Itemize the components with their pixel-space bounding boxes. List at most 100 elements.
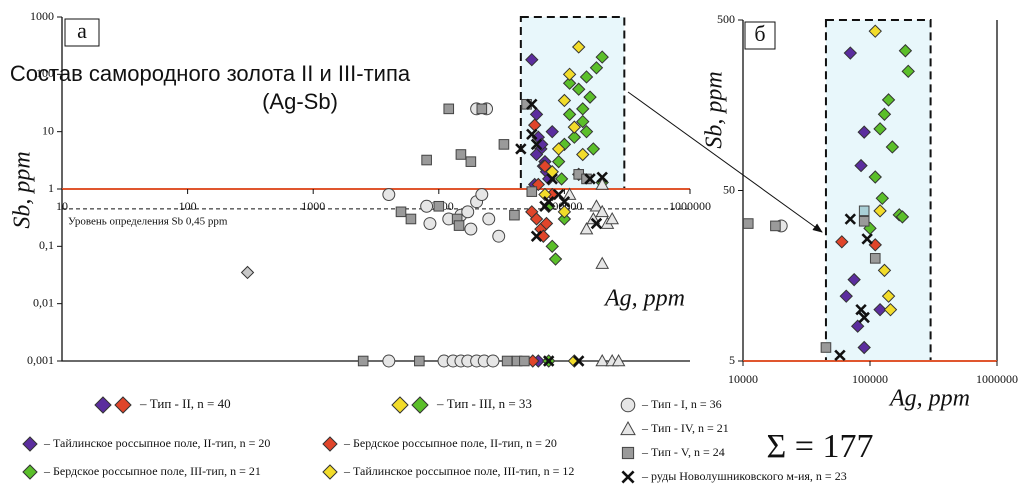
point bbox=[557, 93, 572, 108]
point bbox=[391, 396, 409, 414]
point bbox=[589, 199, 604, 212]
point bbox=[492, 229, 506, 243]
point bbox=[847, 272, 861, 287]
panel-box bbox=[744, 21, 776, 50]
point bbox=[464, 222, 478, 236]
point bbox=[567, 130, 582, 144]
chart-subtitle: (Ag-Sb) bbox=[262, 89, 338, 114]
y-axis-label: Sb, ppm bbox=[702, 71, 728, 148]
point bbox=[526, 186, 538, 197]
point bbox=[595, 204, 610, 218]
legend-label: – Бердское россыпное поле, III-тип, n = … bbox=[43, 464, 261, 478]
point bbox=[898, 44, 913, 58]
point bbox=[509, 209, 520, 221]
y-axis-label: Sb, ppm bbox=[10, 151, 36, 228]
point bbox=[322, 436, 338, 452]
point bbox=[583, 90, 597, 104]
chart-title: Состав самородного золота II и III-типа bbox=[10, 61, 411, 86]
point bbox=[877, 107, 892, 121]
point bbox=[461, 205, 475, 219]
point bbox=[545, 239, 559, 254]
highlight-box bbox=[824, 19, 932, 362]
point bbox=[611, 353, 626, 367]
point bbox=[465, 156, 477, 167]
point bbox=[455, 149, 467, 160]
point bbox=[420, 199, 434, 213]
point bbox=[526, 98, 538, 111]
point bbox=[538, 187, 552, 202]
point bbox=[621, 470, 635, 484]
point bbox=[526, 128, 538, 141]
point bbox=[382, 188, 396, 202]
point bbox=[542, 355, 555, 367]
total: Σ = 177 bbox=[767, 428, 874, 465]
point bbox=[240, 265, 255, 280]
point bbox=[857, 125, 871, 139]
point bbox=[843, 46, 858, 60]
point bbox=[558, 195, 571, 208]
point bbox=[858, 311, 870, 324]
point bbox=[873, 204, 887, 218]
point bbox=[881, 93, 896, 107]
point bbox=[519, 355, 530, 367]
point bbox=[820, 342, 832, 353]
point bbox=[531, 177, 546, 192]
arrow bbox=[627, 91, 823, 233]
point bbox=[589, 61, 604, 75]
point bbox=[443, 103, 455, 115]
point bbox=[844, 213, 857, 225]
point bbox=[895, 210, 910, 224]
point bbox=[482, 212, 496, 226]
point bbox=[595, 50, 609, 64]
point bbox=[858, 215, 870, 227]
point bbox=[529, 212, 544, 226]
point bbox=[857, 340, 871, 355]
point bbox=[885, 140, 900, 154]
point bbox=[382, 354, 396, 368]
point bbox=[595, 177, 610, 190]
point bbox=[835, 235, 849, 249]
point bbox=[545, 124, 559, 139]
y-tick-label: 10 bbox=[42, 123, 54, 137]
legend-group: – Тип - III, n = 33 bbox=[436, 396, 532, 411]
y-tick-label: 0,001 bbox=[27, 353, 54, 367]
point bbox=[868, 170, 882, 184]
point bbox=[94, 396, 112, 414]
point bbox=[411, 396, 429, 414]
legend-group: – Тип - II, n = 40 bbox=[139, 396, 231, 411]
x-tick-label: 100000 bbox=[852, 372, 888, 386]
point bbox=[421, 154, 432, 166]
point bbox=[551, 142, 566, 156]
panel-label: а bbox=[77, 18, 87, 43]
x-tick-label: 1000000 bbox=[669, 199, 711, 213]
point bbox=[546, 173, 558, 185]
legend-label: – Тайлинское россыпное поле, III-тип, n … bbox=[343, 464, 574, 478]
legend-label: – Тип - IV, n = 21 bbox=[641, 421, 729, 435]
point bbox=[562, 76, 577, 90]
point bbox=[322, 464, 338, 480]
y-tick-label: 500 bbox=[717, 12, 735, 26]
point bbox=[554, 172, 569, 186]
point bbox=[576, 102, 590, 116]
panel-label: б bbox=[754, 21, 765, 46]
point bbox=[114, 396, 132, 414]
y-tick-label: 1000 bbox=[30, 9, 54, 23]
point bbox=[875, 191, 890, 206]
point bbox=[850, 319, 865, 333]
point bbox=[530, 230, 543, 242]
point bbox=[579, 70, 594, 84]
y-tick-label: 0,01 bbox=[33, 295, 54, 309]
point bbox=[22, 464, 38, 480]
point bbox=[498, 139, 510, 150]
point bbox=[590, 217, 603, 230]
point bbox=[621, 446, 635, 460]
point bbox=[877, 263, 892, 278]
point bbox=[576, 114, 590, 129]
point bbox=[873, 122, 887, 136]
point bbox=[855, 303, 867, 316]
point bbox=[357, 355, 369, 367]
point bbox=[595, 353, 610, 367]
point bbox=[562, 187, 577, 200]
point bbox=[861, 233, 873, 245]
